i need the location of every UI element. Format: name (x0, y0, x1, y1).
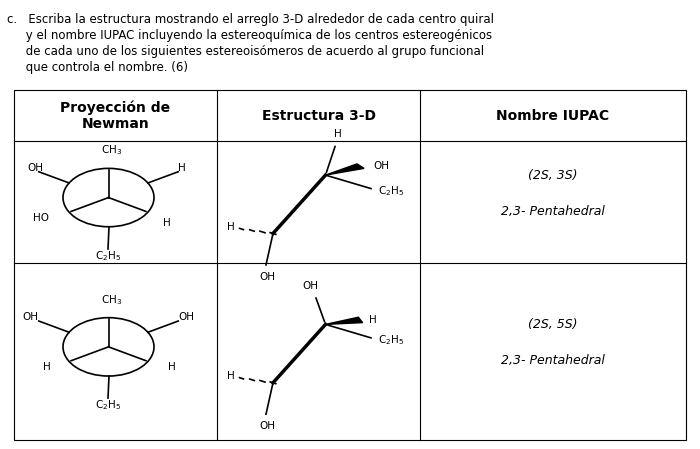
Text: 2,3- Pentahedral: 2,3- Pentahedral (501, 354, 605, 367)
Text: C$_2$H$_5$: C$_2$H$_5$ (378, 184, 404, 198)
Text: OH: OH (22, 313, 38, 322)
Text: OH: OH (178, 313, 195, 322)
Text: H: H (178, 163, 186, 173)
Text: (2S, 3S): (2S, 3S) (528, 169, 578, 181)
Text: OH: OH (373, 161, 389, 171)
Text: C$_2$H$_5$: C$_2$H$_5$ (378, 333, 404, 347)
Text: OH: OH (260, 421, 275, 431)
Text: OH: OH (302, 281, 318, 291)
Text: H: H (167, 362, 175, 372)
Text: de cada uno de los siguientes estereoisómeros de acuerdo al grupo funcional: de cada uno de los siguientes estereoisó… (7, 45, 484, 58)
Text: Proyección de
Newman: Proyección de Newman (60, 100, 171, 131)
Text: H: H (334, 129, 342, 139)
Text: H: H (227, 371, 235, 381)
Text: CH$_3$: CH$_3$ (102, 144, 122, 157)
Text: C$_2$H$_5$: C$_2$H$_5$ (95, 398, 122, 412)
Text: H: H (227, 222, 235, 232)
Polygon shape (326, 317, 363, 324)
Text: HO: HO (34, 213, 49, 223)
Text: H: H (43, 362, 51, 372)
Text: OH: OH (27, 163, 43, 173)
Text: CH$_3$: CH$_3$ (102, 293, 122, 307)
Text: 2,3- Pentahedral: 2,3- Pentahedral (501, 205, 605, 217)
Text: Nombre IUPAC: Nombre IUPAC (496, 109, 610, 123)
Text: H: H (162, 218, 170, 228)
Text: H: H (369, 315, 377, 325)
Text: (2S, 5S): (2S, 5S) (528, 318, 578, 331)
Text: Estructura 3-D: Estructura 3-D (262, 109, 375, 123)
Text: y el nombre IUPAC incluyendo la estereoquímica de los centros estereogénicos: y el nombre IUPAC incluyendo la estereoq… (7, 29, 492, 42)
Text: que controla el nombre. (6): que controla el nombre. (6) (7, 61, 188, 74)
Text: c.   Escriba la estructura mostrando el arreglo 3-D alrededor de cada centro qui: c. Escriba la estructura mostrando el ar… (7, 13, 494, 26)
Text: C$_2$H$_5$: C$_2$H$_5$ (95, 249, 122, 263)
Polygon shape (326, 164, 364, 175)
Text: OH: OH (260, 272, 275, 282)
